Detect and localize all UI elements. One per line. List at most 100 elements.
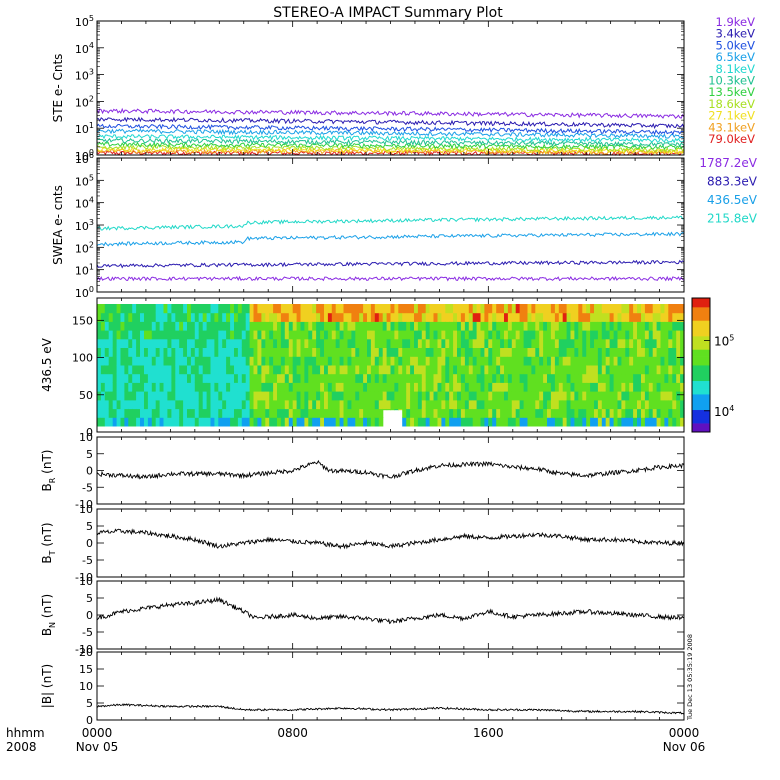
heatmap-cell xyxy=(480,391,486,401)
heatmap-cell xyxy=(519,356,525,366)
heatmap-cell xyxy=(550,330,556,340)
heatmap-cell xyxy=(214,391,219,401)
heatmap-cell xyxy=(261,321,266,331)
heatmap-cell xyxy=(128,356,133,366)
heatmap-cell xyxy=(625,356,630,366)
heatmap-cell xyxy=(351,321,356,331)
heatmap-cell xyxy=(171,312,176,322)
heatmap-cell xyxy=(472,391,478,401)
heatmap-cell xyxy=(253,312,259,322)
heatmap-cell xyxy=(480,338,486,348)
heatmap-cell xyxy=(351,347,356,357)
heatmap-cell xyxy=(124,304,129,314)
colorbar-step xyxy=(692,391,710,395)
heatmap-cell xyxy=(222,338,227,348)
heatmap-cell xyxy=(566,399,572,410)
heatmap-cell xyxy=(339,382,345,392)
heatmap-cell xyxy=(370,408,376,418)
heatmap-cell xyxy=(445,312,450,322)
heatmap-cell xyxy=(433,408,439,418)
heatmap-cell xyxy=(147,365,153,375)
heatmap-cell xyxy=(112,399,118,410)
heatmap-cell xyxy=(633,399,638,410)
heatmap-cell xyxy=(633,382,638,392)
heatmap-cell xyxy=(578,321,583,331)
plot-title: STEREO-A IMPACT Summary Plot xyxy=(273,5,503,21)
heatmap-cell xyxy=(445,365,450,375)
heatmap-cell xyxy=(343,338,349,348)
heatmap-cell xyxy=(425,373,431,383)
heatmap-cell xyxy=(547,330,552,340)
heatmap-cell xyxy=(594,338,599,348)
heatmap-cell xyxy=(613,408,619,418)
colorbar-step xyxy=(692,380,710,384)
heatmap-cell xyxy=(429,356,435,366)
heatmap-cell xyxy=(155,417,161,427)
time-tick-label: 0800 xyxy=(277,726,308,740)
heatmap-cell xyxy=(116,399,122,410)
heatmap-cell xyxy=(637,330,642,340)
heatmap-cell xyxy=(320,312,325,322)
heatmap-cell xyxy=(547,304,552,314)
heatmap-cell xyxy=(234,347,239,357)
heatmap-cell xyxy=(543,391,548,401)
heatmap-cell xyxy=(124,312,129,322)
heatmap-cell xyxy=(359,347,364,357)
heatmap-cell xyxy=(214,365,219,375)
heatmap-cell xyxy=(402,382,407,392)
heatmap-cell xyxy=(425,321,431,331)
heatmap-cell xyxy=(539,417,544,427)
heatmap-cell xyxy=(261,373,266,383)
heatmap-cell xyxy=(633,408,638,418)
heatmap-cell xyxy=(472,312,478,322)
y-tick-label: 100 xyxy=(72,352,93,365)
heatmap-cell xyxy=(562,365,568,375)
heatmap-cell xyxy=(343,365,349,375)
heatmap-cell xyxy=(324,382,329,392)
heatmap-cell xyxy=(308,304,313,314)
heatmap-cell xyxy=(261,347,266,357)
heatmap-cell xyxy=(316,391,321,401)
heatmap-cell xyxy=(480,321,486,331)
heatmap-cell xyxy=(245,356,251,366)
colorbar-step xyxy=(692,333,710,337)
heatmap-cell xyxy=(116,347,122,357)
heatmap-cell xyxy=(597,365,603,375)
heatmap-cell xyxy=(402,330,407,340)
heatmap-cell xyxy=(237,399,243,410)
heatmap-cell xyxy=(245,304,251,314)
colorbar-step xyxy=(692,322,710,326)
heatmap-cell xyxy=(284,408,290,418)
heatmap-cell xyxy=(464,312,470,322)
heatmap-cell xyxy=(104,338,110,348)
heatmap-cell xyxy=(402,399,407,410)
heatmap-cell xyxy=(406,312,411,322)
heatmap-cell xyxy=(484,321,489,331)
heatmap-cell xyxy=(140,356,145,366)
heatmap-cell xyxy=(633,338,638,348)
heatmap-cell xyxy=(484,365,489,375)
heatmap-cell xyxy=(648,356,654,366)
heatmap-cell xyxy=(515,399,521,410)
heatmap-cell xyxy=(617,417,623,427)
heatmap-cell xyxy=(296,365,302,375)
heatmap-cell xyxy=(116,356,122,366)
heatmap-cell xyxy=(554,321,560,331)
heatmap-cell xyxy=(104,304,110,314)
heatmap-cell xyxy=(218,356,223,366)
heatmap-cell xyxy=(414,417,419,427)
heatmap-cell xyxy=(104,365,110,375)
colorbar-step xyxy=(692,371,710,375)
heatmap-cell xyxy=(484,373,489,383)
colorbar-step xyxy=(692,414,710,417)
heatmap-cell xyxy=(445,347,450,357)
heatmap-cell xyxy=(531,417,536,427)
heatmap-cell xyxy=(304,338,309,348)
heatmap-cell xyxy=(511,365,517,375)
heatmap-cell xyxy=(241,417,247,427)
heatmap-cell xyxy=(668,391,673,401)
heatmap-cell xyxy=(230,330,235,340)
ste-energy-legend: 1.9keV3.4keV5.0keV6.5keV8.1keV10.3keV13.… xyxy=(708,15,755,146)
heatmap-cell xyxy=(163,399,169,410)
heatmap-cell xyxy=(574,408,579,418)
